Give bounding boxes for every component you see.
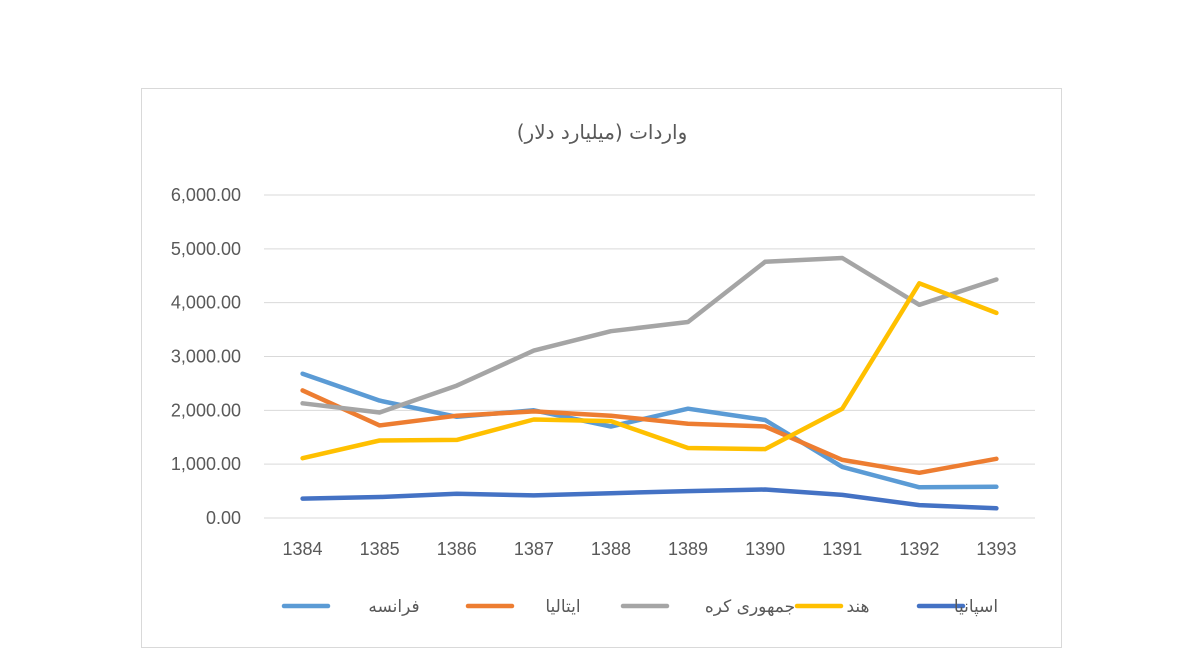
y-tick-label: 6,000.00 (171, 185, 241, 205)
chart-frame: واردات (میلیارد دلار) 0.00 1,000.00 2,000.… (141, 88, 1062, 648)
x-tick-label: 1384 (283, 539, 323, 559)
x-tick-label: 1389 (668, 539, 708, 559)
series-line-3 (300, 281, 999, 461)
legend: فرانسه ایتالیا جمهوری کره هند اسپانیا (281, 597, 998, 617)
y-tick-label: 1,000.00 (171, 454, 241, 474)
x-tick-label: 1388 (591, 539, 631, 559)
chart-title: واردات (میلیارد دلار) (517, 120, 688, 144)
legend-label-4: اسپانیا (954, 597, 998, 617)
y-tick-label: 2,000.00 (171, 400, 241, 420)
x-tick-label: 1391 (822, 539, 862, 559)
y-tick-label: 0.00 (206, 508, 241, 528)
gridlines (264, 194, 1035, 519)
x-tick-label: 1386 (437, 539, 477, 559)
x-tick-label: 1387 (514, 539, 554, 559)
series-line-4 (300, 487, 999, 511)
x-tick-label: 1385 (360, 539, 400, 559)
x-axis-ticks: 1384 1385 1386 1387 1388 1389 1390 1391 1392 1393 (283, 539, 1017, 559)
legend-label-0: فرانسه (368, 597, 419, 617)
y-axis-ticks: 0.00 1,000.00 2,000.00 3,000.00 4,000.00 5,00… (171, 185, 241, 528)
x-tick-label: 1392 (899, 539, 939, 559)
series-line-1 (300, 388, 999, 476)
y-tick-label: 5,000.00 (171, 239, 241, 259)
y-tick-label: 3,000.00 (171, 347, 241, 367)
y-tick-label: 4,000.00 (171, 293, 241, 313)
x-tick-label: 1390 (745, 539, 785, 559)
legend-label-1: ایتالیا (545, 597, 580, 617)
legend-label-3: هند (846, 597, 869, 617)
chart-svg: واردات (میلیارد دلار) 0.00 1,000.00 2,000.… (171, 120, 1035, 617)
series-lines (300, 255, 999, 511)
series-line-2 (300, 255, 999, 415)
x-tick-label: 1393 (976, 539, 1016, 559)
legend-label-2: جمهوری کره (705, 597, 795, 617)
